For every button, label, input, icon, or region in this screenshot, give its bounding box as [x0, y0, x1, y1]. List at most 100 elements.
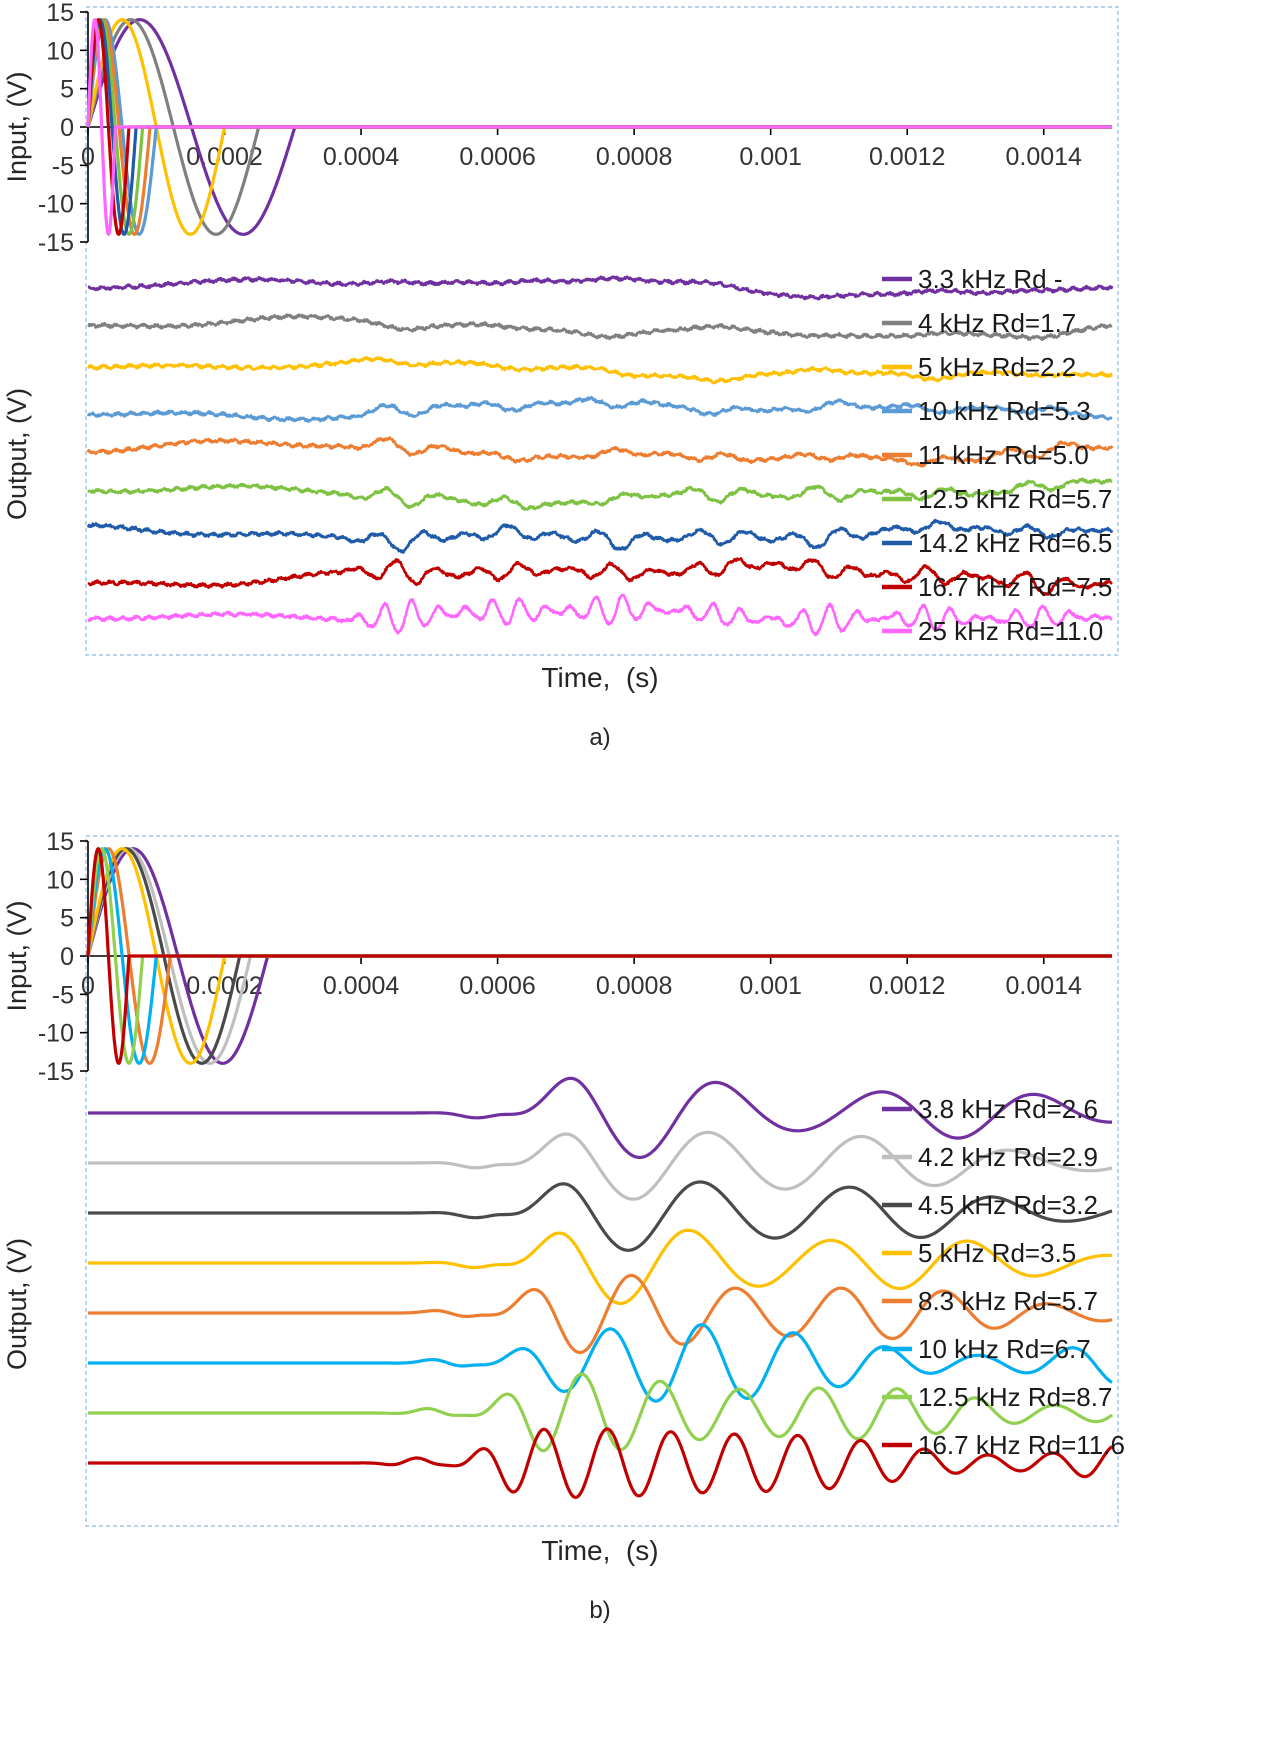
- legend-label: 25 kHz Rd=11.0: [918, 616, 1103, 646]
- legend-label: 3.3 kHz Rd -: [918, 264, 1063, 294]
- panel-caption-b: b): [589, 1597, 611, 1624]
- output-trace-16.7khz: [87, 1427, 1113, 1499]
- input-xtick-label: 0.0004: [323, 143, 400, 171]
- legend-label: 12.5 kHz Rd=5.7: [918, 484, 1112, 514]
- legend-item: 5 kHz Rd=3.5: [882, 1238, 1076, 1268]
- legend-item: 12.5 kHz Rd=8.7: [882, 1382, 1112, 1412]
- legend-item: 10 kHz Rd=6.7: [882, 1334, 1091, 1364]
- legend-item: 8.3 kHz Rd=5.7: [882, 1286, 1098, 1316]
- legend-label: 8.3 kHz Rd=5.7: [918, 1286, 1098, 1316]
- input-xtick-label: 0: [81, 972, 95, 1000]
- legend-item: 16.7 kHz Rd=7.5: [882, 572, 1112, 602]
- input-ytick-label: 10: [46, 37, 74, 65]
- input-ytick-label: 5: [60, 76, 74, 104]
- output-traces: [86, 275, 1114, 637]
- output-trace-25khz: [87, 593, 1113, 637]
- output-trace-4.5khz: [87, 1180, 1113, 1252]
- legend-label: 16.7 kHz Rd=7.5: [918, 572, 1112, 602]
- legend-label: 12.5 kHz Rd=8.7: [918, 1382, 1112, 1412]
- input-xtick-label: 0.0014: [1005, 972, 1082, 1000]
- output-trace-5khz: [87, 1228, 1113, 1306]
- input-xtick-label: 0.0008: [596, 143, 672, 171]
- panel-caption-a: a): [589, 724, 611, 751]
- legend-label: 5 kHz Rd=3.5: [918, 1238, 1076, 1268]
- output-y-axis-label: Output, (V): [2, 1238, 32, 1370]
- legend: 3.8 kHz Rd=2.6 4.2 kHz Rd=2.9 4.5 kHz Rd=3…: [882, 1094, 1125, 1460]
- legend-label: 5 kHz Rd=2.2: [918, 352, 1076, 382]
- input-xtick-label: 0.0012: [869, 143, 945, 171]
- input-wave-16.7khz: [86, 847, 1113, 1065]
- output-trace-10khz: [87, 1323, 1113, 1403]
- input-xtick-label: 0.0014: [1005, 143, 1082, 171]
- input-xtick-label: 0.0002: [186, 972, 262, 1000]
- plot-border: [85, 835, 1119, 1527]
- legend-item: 16.7 kHz Rd=11.6: [882, 1430, 1125, 1460]
- input-waves: [86, 18, 1113, 236]
- figure-panel-a: 15 10 5 0 -5 -10 -15 0 0.0002 0.0004 0.0006 0.0008 0…: [0, 0, 1280, 752]
- legend-label: 4 kHz Rd=1.7: [918, 308, 1076, 338]
- input-ytick-label: 5: [60, 905, 74, 933]
- input-ytick-label: -15: [38, 1058, 74, 1086]
- figure-panel-b: 15 10 5 0 -5 -10 -15 0 0.0002 0.0004 0.0006 0.0008 0…: [0, 829, 1280, 1625]
- output-trace-12.5khz: [87, 1372, 1114, 1453]
- output-trace-16.7khz: [87, 557, 1113, 596]
- legend-item: 25 kHz Rd=11.0: [882, 616, 1103, 646]
- legend-item: 12.5 kHz Rd=5.7: [882, 484, 1112, 514]
- output-trace-11khz: [86, 436, 1114, 468]
- output-traces: [87, 1076, 1114, 1499]
- legend-item: 4.2 kHz Rd=2.9: [882, 1142, 1098, 1172]
- input-y-axis-label: Input, (V): [2, 71, 32, 182]
- input-xtick-label: 0.0006: [459, 972, 535, 1000]
- input-xtick-label: 0.001: [739, 143, 802, 171]
- input-xtick-label: 0.0006: [459, 143, 535, 171]
- legend-label: 4.2 kHz Rd=2.9: [918, 1142, 1098, 1172]
- legend-label: 16.7 kHz Rd=11.6: [918, 1430, 1125, 1460]
- time-axis-label-b: Time, (s): [541, 1535, 659, 1566]
- input-wave-25khz: [86, 18, 1113, 236]
- input-ytick-label: -10: [38, 191, 74, 219]
- legend-label: 14.2 kHz Rd=6.5: [918, 528, 1112, 558]
- time-axis-label-a: Time, (s): [541, 662, 659, 693]
- legend-item: 10 kHz Rd=5.3: [882, 396, 1091, 426]
- legend-label: 10 kHz Rd=6.7: [918, 1334, 1091, 1364]
- input-xtick-label: 0.0004: [323, 972, 400, 1000]
- output-trace-4.2khz: [87, 1130, 1113, 1201]
- two-panel-waveform-figure: 15 10 5 0 -5 -10 -15 0 0.0002 0.0004 0.0006 0.0008 0…: [0, 0, 1280, 1625]
- output-trace-12.5khz: [87, 477, 1113, 511]
- output-y-axis-label: Output, (V): [2, 388, 32, 520]
- input-xtick-label: 0.0012: [869, 972, 945, 1000]
- legend-label: 10 kHz Rd=5.3: [918, 396, 1091, 426]
- legend-item: 3.8 kHz Rd=2.6: [882, 1094, 1098, 1124]
- input-y-axis-label: Input, (V): [2, 900, 32, 1011]
- output-trace-4khz: [87, 313, 1113, 341]
- input-ytick-label: -5: [52, 152, 74, 180]
- input-ytick-label: -15: [38, 229, 74, 257]
- legend-item: 14.2 kHz Rd=6.5: [882, 528, 1112, 558]
- input-xtick-label: 0.001: [739, 972, 802, 1000]
- input-ytick-label: 15: [46, 829, 74, 856]
- input-ytick-label: -10: [38, 1020, 74, 1048]
- legend-item: 11 kHz Rd=5.0: [882, 440, 1089, 470]
- output-trace-3.8khz: [87, 1076, 1113, 1159]
- output-trace-8.3khz: [87, 1273, 1113, 1355]
- output-trace-5khz: [87, 356, 1113, 385]
- input-ytick-label: 10: [46, 866, 74, 894]
- input-ytick-label: 0: [60, 943, 74, 971]
- input-xtick-label: 0.0008: [596, 972, 672, 1000]
- output-trace-10khz: [86, 395, 1113, 423]
- legend-label: 3.8 kHz Rd=2.6: [918, 1094, 1098, 1124]
- legend-item: 3.3 kHz Rd -: [882, 264, 1063, 294]
- input-xtick-label: 0: [81, 143, 95, 171]
- input-ytick-label: -5: [52, 981, 74, 1009]
- legend-item: 5 kHz Rd=2.2: [882, 352, 1076, 382]
- legend: 3.3 kHz Rd - 4 kHz Rd=1.7 5 kHz Rd=2.2 10 k…: [882, 264, 1112, 646]
- legend-label: 4.5 kHz Rd=3.2: [918, 1190, 1098, 1220]
- input-ytick-label: 15: [46, 0, 74, 27]
- output-trace-14.2khz: [86, 518, 1114, 554]
- input-waves: [86, 847, 1113, 1065]
- output-trace-3.3khz: [87, 275, 1114, 301]
